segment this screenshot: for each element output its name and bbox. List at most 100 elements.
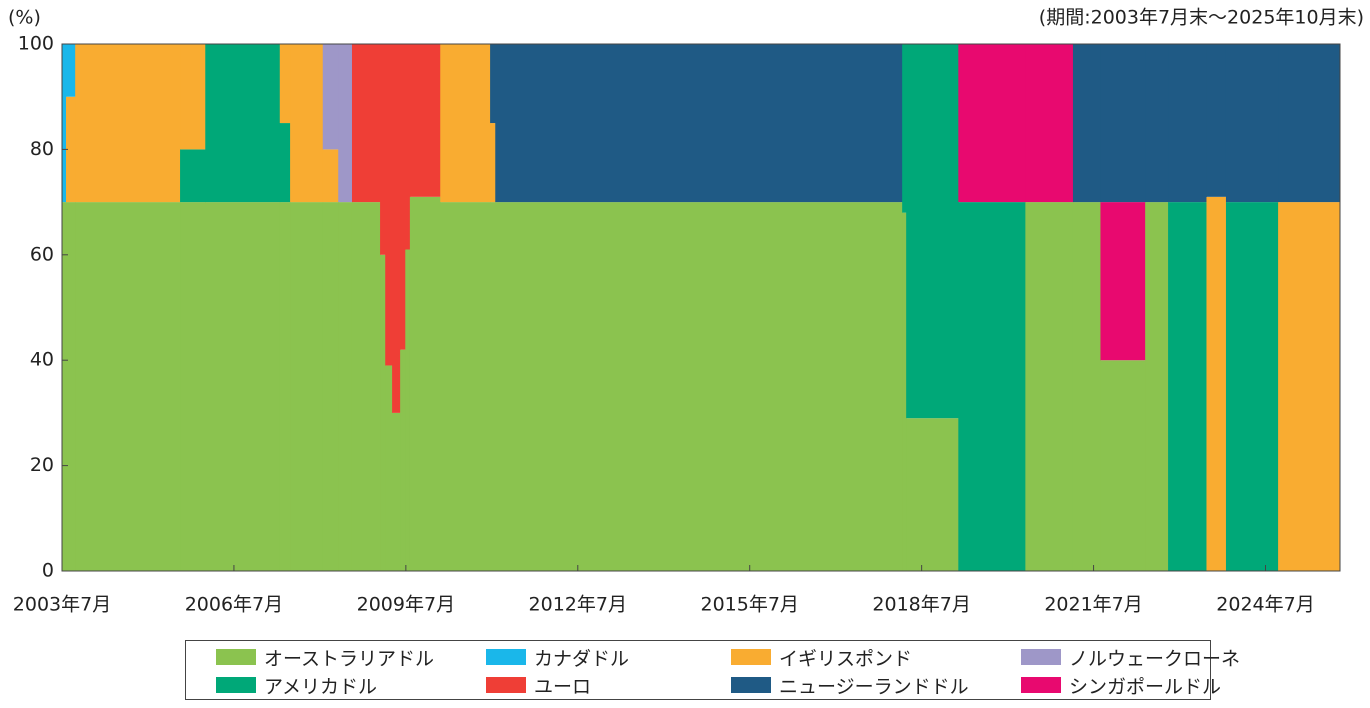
legend-label: ノルウェークローネ: [1069, 647, 1241, 670]
legend-swatch: [486, 677, 526, 693]
bar-segment: [440, 202, 491, 571]
bar-segment: [490, 123, 496, 203]
bar-segment: [66, 96, 76, 203]
bar-segment: [380, 254, 386, 572]
bar-segment: [290, 44, 324, 203]
legend-label: アメリカドル: [264, 675, 378, 698]
y-tick-label: 100: [18, 33, 54, 55]
bar-segment: [409, 44, 441, 197]
bar-segment: [180, 44, 206, 150]
bar-segment: [351, 202, 381, 571]
x-tick-label: 2024年7月: [1216, 594, 1314, 616]
bar-segment: [1168, 202, 1207, 571]
bar-segment: [1100, 44, 1146, 203]
bar-segment: [1225, 44, 1279, 203]
bar-segment: [392, 44, 401, 413]
chart: (%) (期間:2003年7月末～2025年10月末) 0 20 40 60 80 100…: [8, 7, 1364, 616]
y-tick-label: 20: [30, 454, 54, 476]
bar-segment: [1278, 44, 1341, 203]
bar-segment: [338, 44, 353, 203]
bar-segment: [495, 44, 903, 203]
bar-segment: [1100, 360, 1146, 571]
bar-segment: [400, 44, 406, 350]
bar-segment: [958, 44, 1026, 203]
bar-segment: [1225, 202, 1279, 571]
bar-segment: [906, 44, 959, 419]
bar-segment: [400, 349, 406, 571]
legend-label: カナダドル: [534, 647, 630, 670]
bar-segment: [322, 44, 339, 150]
bar-segment: [1072, 202, 1101, 571]
legend-swatch: [216, 677, 256, 693]
bar-segment: [205, 44, 281, 203]
bar-segment: [405, 249, 411, 571]
legend-item: シンガポールドル: [1021, 671, 1241, 699]
bar-segment: [322, 149, 339, 203]
legend-item: ニュージーランドドル: [731, 671, 1021, 699]
bar-segment: [66, 202, 76, 571]
bar-segment: [62, 44, 67, 203]
legend-item: オーストラリアドル: [216, 643, 486, 671]
bar-segment: [322, 202, 339, 571]
bar-segment: [490, 202, 496, 571]
bar-segment: [495, 202, 903, 571]
legend-label: イギリスポンド: [779, 647, 913, 670]
bar-segment: [62, 202, 67, 571]
bar-segment: [279, 123, 291, 203]
y-tick-label: 60: [30, 243, 54, 265]
x-tick-label: 2003年7月: [13, 594, 111, 616]
legend-item: カナダドル: [486, 643, 731, 671]
bar-segment: [1206, 196, 1227, 571]
bar-segment: [1100, 202, 1146, 361]
bar-segment: [1025, 44, 1074, 203]
legend-item: ノルウェークローネ: [1021, 643, 1241, 671]
y-axis-label: (%): [8, 7, 41, 29]
bar-segment: [1145, 44, 1169, 203]
bar-segment: [385, 44, 393, 366]
bar-segment: [902, 212, 907, 571]
bar-segment: [380, 44, 386, 255]
bar-segment: [75, 202, 181, 571]
x-tick-label: 2009年7月: [357, 594, 455, 616]
bar-segment: [279, 202, 291, 571]
x-tick-label: 2015年7月: [700, 594, 798, 616]
bar-segment: [409, 196, 441, 571]
x-tick-label: 2021年7月: [1044, 594, 1142, 616]
legend-label: オーストラリアドル: [264, 647, 435, 670]
x-tick-label: 2018年7月: [872, 594, 970, 616]
bar-segment: [205, 202, 281, 571]
bar-segment: [290, 202, 324, 571]
legend: オーストラリアドル アメリカドル イギリスポンド カナダドル ノルウェークローネユーロ シ…: [185, 640, 1240, 700]
legend-swatch: [731, 677, 771, 693]
plot-frame: [61, 43, 1341, 572]
bar-segment: [180, 149, 206, 203]
bar-segment: [1278, 202, 1341, 571]
legend-label: シンガポールドル: [1069, 675, 1222, 698]
bar-segment: [385, 365, 393, 571]
bar-segment: [1206, 44, 1227, 197]
legend-item: ユーロ: [486, 671, 731, 699]
bar-segment: [1168, 44, 1207, 203]
bar-segment: [958, 202, 1026, 571]
legend-label: ユーロ: [534, 675, 592, 698]
legend-swatch: [1021, 649, 1061, 665]
legend-label: ニュージーランドドル: [779, 675, 969, 698]
bar-segment: [279, 44, 291, 124]
x-tick-label: 2006年7月: [185, 594, 283, 616]
y-tick-label: 80: [30, 138, 54, 160]
bar-segment: [440, 44, 491, 203]
bar-segment: [66, 44, 76, 97]
bar-segment: [1145, 202, 1169, 571]
legend-item: アメリカドル: [216, 671, 486, 699]
legend-swatch: [216, 649, 256, 665]
y-tick-label: 40: [30, 349, 54, 371]
annotation: (期間:2003年7月末～2025年10月末): [1039, 7, 1364, 29]
bar-segment: [405, 44, 411, 250]
y-tick-label: 0: [42, 560, 54, 582]
bar-segment: [75, 44, 181, 203]
bar-segment: [902, 44, 907, 213]
bar-segment: [1072, 44, 1101, 203]
bar-segment: [906, 418, 959, 571]
legend-swatch: [1021, 677, 1061, 693]
bar-segment: [490, 44, 496, 124]
